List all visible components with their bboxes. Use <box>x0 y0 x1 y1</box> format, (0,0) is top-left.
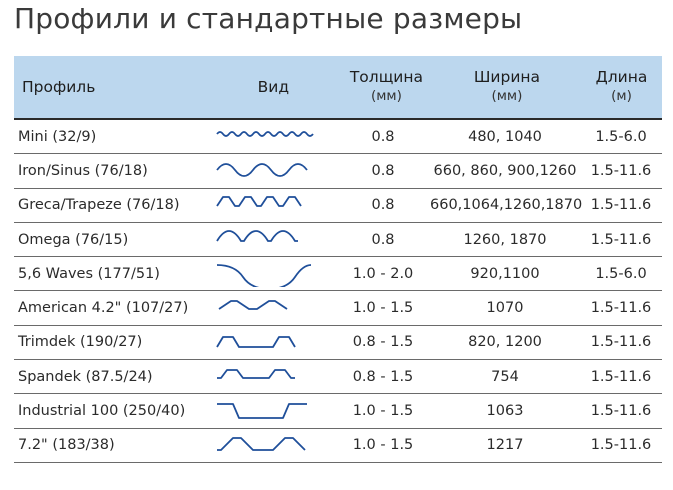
profile-name: 5,6 Waves (177/51) <box>18 265 160 282</box>
width-value: 820, 1200 <box>468 334 542 351</box>
profile-name: Trimdek (190/27) <box>18 334 143 351</box>
profile-outline <box>216 437 306 452</box>
thickness-value: 0.8 - 1.5 <box>352 334 414 351</box>
profile-name: Iron/Sinus (76/18) <box>18 162 148 179</box>
profile-shape-icon <box>201 360 336 393</box>
spandek-icon <box>216 368 295 379</box>
table-row: 7.2" (183/38) 1.0 - 1.5 1217 1.5-11.6 <box>14 429 662 463</box>
profile-shape-icon <box>201 223 336 256</box>
thickness-value: 1.0 - 2.0 <box>352 265 414 282</box>
profile-name: Greca/Trapeze (76/18) <box>18 197 180 214</box>
profile-outline <box>215 336 296 349</box>
profile-shape-icon <box>201 120 336 153</box>
table-row: 5,6 Waves (177/51) 1.0 - 2.0 920,1100 1.5-6… <box>14 257 662 292</box>
profile-outline <box>216 263 311 287</box>
profile-name: Spandek (87.5/24) <box>18 368 153 385</box>
table-row: Spandek (87.5/24) 0.8 - 1.5 754 1.5-11.6 <box>14 360 662 395</box>
profile-shape-icon <box>201 394 336 427</box>
length-value: 1.5-11.6 <box>590 437 652 454</box>
thickness-value: 0.8 <box>371 197 395 214</box>
width-value: 1070 <box>486 300 524 317</box>
table-row: Iron/Sinus (76/18) 0.8 660, 860, 900,1260 1… <box>14 154 662 189</box>
profile-outline <box>216 368 295 379</box>
header-width-label: Ширина <box>473 68 541 86</box>
profile-name: 7.2" (183/38) <box>18 437 115 454</box>
header-thickness-label: Толщина <box>349 68 424 86</box>
big-wave-icon <box>216 263 311 287</box>
profile-shape-icon <box>201 189 336 222</box>
table-row: Greca/Trapeze (76/18) 0.8 660,1064,1260,18… <box>14 189 662 223</box>
profile-name: Mini (32/9) <box>18 128 97 145</box>
header-profile-label: Профиль <box>22 77 96 96</box>
table-row: American 4.2" (107/27) 1.0 - 1.5 1070 1.5-1… <box>14 291 662 326</box>
header-thickness-unit: (мм) <box>370 88 402 104</box>
profile-outline <box>215 229 298 242</box>
profile-outline <box>215 163 308 177</box>
industrial-icon <box>216 403 307 419</box>
length-value: 1.5-11.6 <box>590 231 652 248</box>
table-body: Mini (32/9) 0.8 480, 1040 1.5-6.0 Iron/Sinus… <box>14 120 662 463</box>
american-icon <box>218 300 287 311</box>
length-value: 1.5-11.6 <box>590 300 652 317</box>
mini-wave-icon <box>215 130 314 137</box>
table-row: Omega (76/15) 0.8 1260, 1870 1.5-11.6 <box>14 223 662 258</box>
greca-icon <box>215 196 302 208</box>
header-view-label: Вид <box>257 77 290 96</box>
profile-outline <box>218 300 287 311</box>
profile-outline <box>215 196 302 208</box>
header-profile: Профиль <box>14 56 207 118</box>
table-row: Trimdek (190/27) 0.8 - 1.5 820, 1200 1.5-11… <box>14 326 662 361</box>
table-row: Industrial 100 (250/40) 1.0 - 1.5 1063 1.5-… <box>14 394 662 429</box>
seven-two-icon <box>216 437 306 452</box>
omega-icon <box>215 229 298 242</box>
table-row: Mini (32/9) 0.8 480, 1040 1.5-6.0 <box>14 120 662 155</box>
profile-name: Industrial 100 (250/40) <box>18 403 186 420</box>
length-value: 1.5-11.6 <box>590 403 652 420</box>
width-value: 660,1064,1260,1870 <box>430 197 583 214</box>
header-length-unit: (м) <box>611 88 632 104</box>
sinus-wave-icon <box>215 163 308 177</box>
length-value: 1.5-6.0 <box>595 128 647 145</box>
width-value: 1063 <box>486 403 524 420</box>
header-width-unit: (мм) <box>491 88 523 104</box>
width-value: 1260, 1870 <box>463 231 547 248</box>
profile-name: American 4.2" (107/27) <box>18 300 189 317</box>
profile-shape-icon <box>201 257 336 290</box>
thickness-value: 0.8 <box>371 231 395 248</box>
table-header: Профиль Вид Толщина (мм) Ширина (мм) Дли… <box>14 56 662 120</box>
profile-shape-icon <box>201 291 336 324</box>
width-value: 1217 <box>486 437 524 454</box>
length-value: 1.5-11.6 <box>590 197 652 214</box>
width-value: 480, 1040 <box>468 128 542 145</box>
width-value: 920,1100 <box>470 265 540 282</box>
header-width: Ширина (мм) <box>433 56 581 118</box>
width-value: 660, 860, 900,1260 <box>433 162 577 179</box>
thickness-value: 1.0 - 1.5 <box>352 403 414 420</box>
thickness-value: 1.0 - 1.5 <box>352 300 414 317</box>
profile-outline <box>215 130 314 137</box>
thickness-value: 0.8 <box>371 162 395 179</box>
header-view: Вид <box>207 56 340 118</box>
profiles-table: Профиль Вид Толщина (мм) Ширина (мм) Дли… <box>14 56 662 463</box>
profile-shape-icon <box>201 326 336 359</box>
profile-shape-icon <box>201 429 336 462</box>
length-value: 1.5-11.6 <box>590 334 652 351</box>
header-thickness: Толщина (мм) <box>340 56 433 118</box>
header-length: Длина (м) <box>581 56 662 118</box>
length-value: 1.5-11.6 <box>590 162 652 179</box>
header-length-label: Длина <box>595 68 648 86</box>
length-value: 1.5-11.6 <box>590 368 652 385</box>
profile-shape-icon <box>201 154 336 187</box>
profile-outline <box>216 403 307 419</box>
profile-name: Omega (76/15) <box>18 231 129 248</box>
length-value: 1.5-6.0 <box>595 265 647 282</box>
trimdek-icon <box>215 336 296 349</box>
thickness-value: 0.8 <box>371 128 395 145</box>
width-value: 754 <box>491 368 519 385</box>
page-title: Профили и стандартные размеры <box>14 2 523 35</box>
thickness-value: 1.0 - 1.5 <box>352 437 414 454</box>
thickness-value: 0.8 - 1.5 <box>352 368 414 385</box>
